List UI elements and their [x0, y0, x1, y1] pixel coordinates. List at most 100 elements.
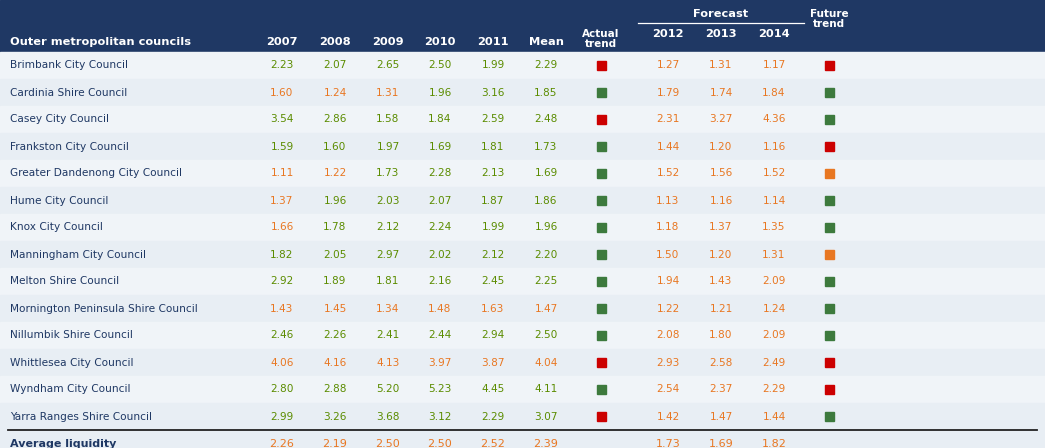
Text: Casey City Council: Casey City Council	[10, 115, 109, 125]
Bar	[0, 268, 1045, 295]
Bar	[0, 133, 1045, 160]
Text: 4.06: 4.06	[271, 358, 294, 367]
Text: 1.73: 1.73	[534, 142, 558, 151]
Text: 2.26: 2.26	[270, 439, 295, 448]
Text: 1.78: 1.78	[323, 223, 347, 233]
Bar	[597, 223, 605, 232]
Text: 1.59: 1.59	[271, 142, 294, 151]
Text: 1.96: 1.96	[323, 195, 347, 206]
Text: 1.96: 1.96	[428, 87, 451, 98]
Bar	[0, 349, 1045, 376]
Text: 1.47: 1.47	[534, 303, 558, 314]
Text: 1.86: 1.86	[534, 195, 558, 206]
Text: 1.69: 1.69	[534, 168, 558, 178]
Bar	[597, 277, 605, 286]
Bar	[597, 304, 605, 313]
Text: 1.16: 1.16	[710, 195, 733, 206]
Text: Outer metropolitan councils: Outer metropolitan councils	[10, 37, 191, 47]
Text: 2.99: 2.99	[271, 412, 294, 422]
Bar	[825, 331, 834, 340]
Text: 2.80: 2.80	[271, 384, 294, 395]
Text: Brimbank City Council: Brimbank City Council	[10, 60, 127, 70]
Text: 1.31: 1.31	[710, 60, 733, 70]
Text: 1.69: 1.69	[428, 142, 451, 151]
Bar	[825, 88, 834, 97]
Text: 3.07: 3.07	[534, 412, 558, 422]
Text: 2.50: 2.50	[428, 60, 451, 70]
Text: 1.81: 1.81	[376, 276, 399, 287]
Text: 2.50: 2.50	[534, 331, 558, 340]
Text: 2.19: 2.19	[323, 439, 347, 448]
Text: 2.49: 2.49	[763, 358, 786, 367]
Text: 2.23: 2.23	[271, 60, 294, 70]
Text: 1.47: 1.47	[710, 412, 733, 422]
Text: 2.12: 2.12	[482, 250, 505, 259]
Bar	[825, 61, 834, 70]
Text: 2.86: 2.86	[323, 115, 347, 125]
Text: 2.41: 2.41	[376, 331, 399, 340]
Text: 1.44: 1.44	[656, 142, 679, 151]
Bar	[0, 430, 1045, 448]
Bar	[825, 115, 834, 124]
Text: 1.85: 1.85	[534, 87, 558, 98]
Text: 2.97: 2.97	[376, 250, 399, 259]
Text: 4.11: 4.11	[534, 384, 558, 395]
Bar	[597, 142, 605, 151]
Text: 3.12: 3.12	[428, 412, 451, 422]
Bar	[0, 241, 1045, 268]
Text: 3.27: 3.27	[710, 115, 733, 125]
Bar	[0, 214, 1045, 241]
Text: 2.65: 2.65	[376, 60, 399, 70]
Text: 2.25: 2.25	[534, 276, 558, 287]
Text: 2013: 2013	[705, 29, 737, 39]
Text: 4.16: 4.16	[323, 358, 347, 367]
Bar	[825, 250, 834, 259]
Bar	[597, 385, 605, 394]
Text: 4.13: 4.13	[376, 358, 399, 367]
Text: 1.97: 1.97	[376, 142, 399, 151]
Text: 2.07: 2.07	[428, 195, 451, 206]
Text: 2.07: 2.07	[323, 60, 347, 70]
Text: 2.31: 2.31	[656, 115, 679, 125]
Text: 1.66: 1.66	[271, 223, 294, 233]
Text: 1.63: 1.63	[482, 303, 505, 314]
Text: 1.84: 1.84	[762, 87, 786, 98]
Text: 1.52: 1.52	[656, 168, 679, 178]
Text: 2.12: 2.12	[376, 223, 399, 233]
Text: 1.17: 1.17	[763, 60, 786, 70]
Text: Future: Future	[810, 9, 849, 19]
Bar	[0, 295, 1045, 322]
Text: 2.09: 2.09	[762, 331, 786, 340]
Text: 1.35: 1.35	[762, 223, 786, 233]
Text: 1.45: 1.45	[323, 303, 347, 314]
Bar	[825, 412, 834, 421]
Bar	[597, 196, 605, 205]
Bar	[0, 376, 1045, 403]
Text: Manningham City Council: Manningham City Council	[10, 250, 146, 259]
Text: 2.09: 2.09	[762, 276, 786, 287]
Text: 1.24: 1.24	[323, 87, 347, 98]
Text: 1.80: 1.80	[710, 331, 733, 340]
Text: 2.54: 2.54	[656, 384, 679, 395]
Text: 3.26: 3.26	[323, 412, 347, 422]
Text: 1.34: 1.34	[376, 303, 399, 314]
Text: 1.20: 1.20	[710, 142, 733, 151]
Text: 2010: 2010	[424, 37, 456, 47]
Text: 2.93: 2.93	[656, 358, 679, 367]
Text: 1.60: 1.60	[323, 142, 347, 151]
Text: 1.87: 1.87	[482, 195, 505, 206]
Bar	[0, 187, 1045, 214]
Text: 2007: 2007	[266, 37, 298, 47]
Text: 3.97: 3.97	[428, 358, 451, 367]
Text: 2.28: 2.28	[428, 168, 451, 178]
Text: 4.45: 4.45	[482, 384, 505, 395]
Text: Frankston City Council: Frankston City Council	[10, 142, 129, 151]
Text: 1.13: 1.13	[656, 195, 679, 206]
Text: 2.58: 2.58	[710, 358, 733, 367]
Bar	[0, 52, 1045, 79]
Text: 1.96: 1.96	[534, 223, 558, 233]
Text: 1.94: 1.94	[656, 276, 679, 287]
Bar	[0, 160, 1045, 187]
Text: 1.58: 1.58	[376, 115, 399, 125]
Text: 2.29: 2.29	[482, 412, 505, 422]
